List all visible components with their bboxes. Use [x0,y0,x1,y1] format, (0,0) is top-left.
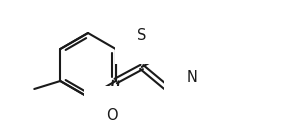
Text: S: S [137,27,146,42]
Text: O: O [106,107,118,123]
Text: N: N [186,69,197,84]
